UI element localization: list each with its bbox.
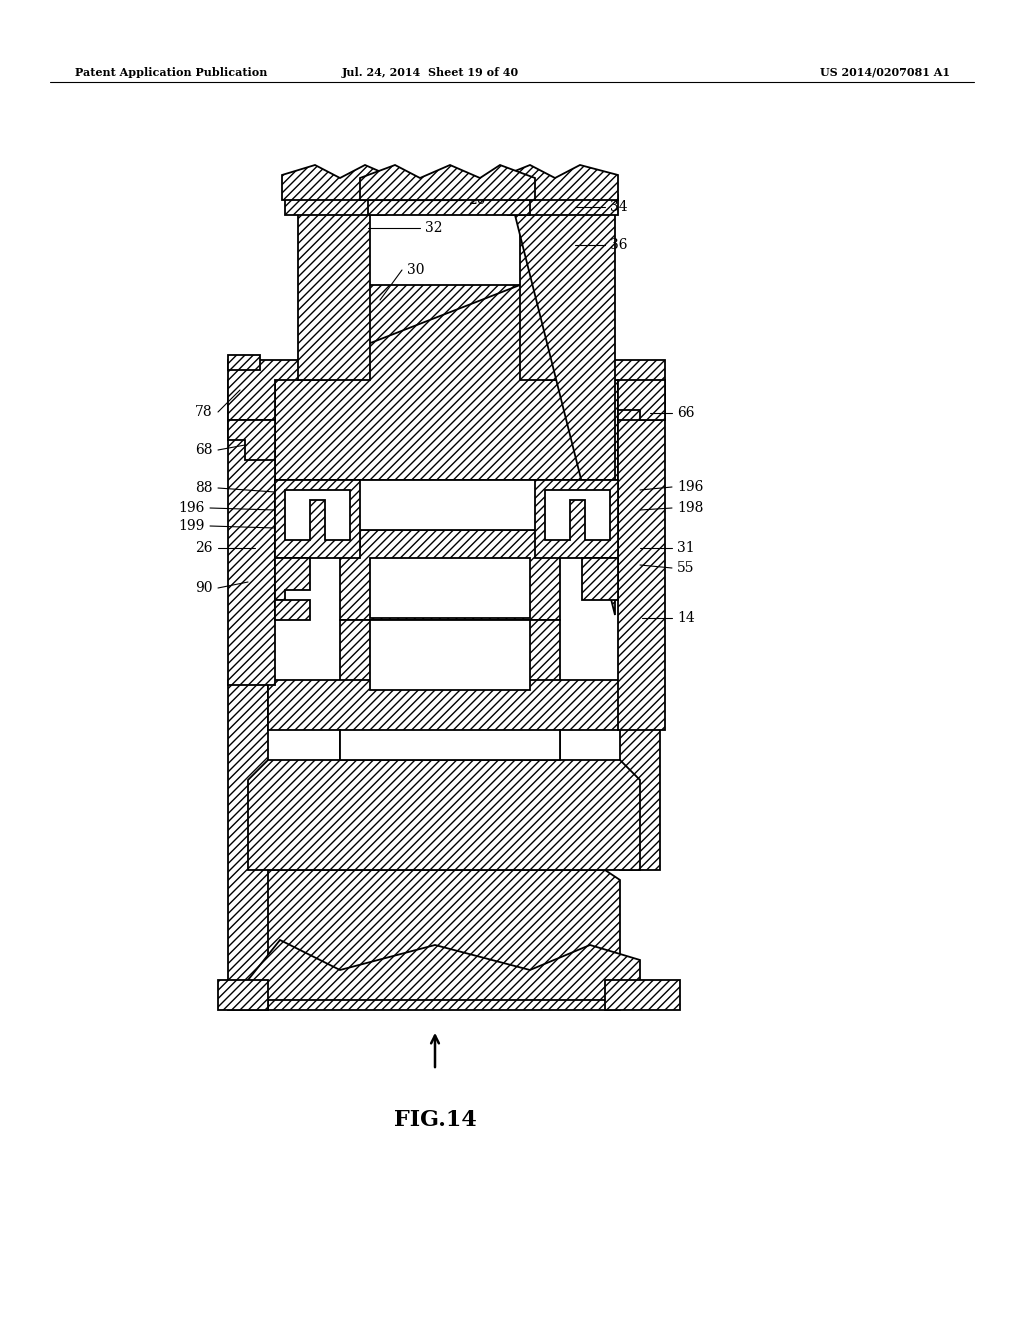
Polygon shape [275, 558, 310, 601]
Polygon shape [248, 870, 620, 1010]
Text: 88: 88 [196, 480, 213, 495]
Text: Patent Application Publication: Patent Application Publication [75, 66, 267, 78]
Text: 14: 14 [677, 611, 694, 624]
Polygon shape [340, 620, 560, 690]
Text: 78: 78 [196, 405, 213, 418]
Polygon shape [285, 490, 350, 540]
Polygon shape [275, 480, 618, 550]
Polygon shape [545, 490, 610, 540]
Text: 199: 199 [178, 519, 205, 533]
Polygon shape [228, 380, 275, 685]
Polygon shape [218, 979, 268, 1010]
Polygon shape [275, 285, 618, 480]
Polygon shape [275, 480, 360, 558]
Polygon shape [620, 719, 660, 870]
Text: FIG.14: FIG.14 [393, 1109, 476, 1131]
Text: 196: 196 [178, 502, 205, 515]
Polygon shape [228, 420, 275, 459]
Text: 68: 68 [196, 444, 213, 457]
Polygon shape [350, 285, 545, 380]
Polygon shape [360, 165, 535, 201]
Polygon shape [370, 558, 530, 618]
Text: 30: 30 [407, 263, 425, 277]
Text: 55: 55 [677, 561, 694, 576]
Text: 36: 36 [610, 238, 628, 252]
Polygon shape [605, 979, 680, 1010]
Polygon shape [510, 195, 615, 615]
Polygon shape [582, 558, 618, 601]
Text: 90: 90 [196, 581, 213, 595]
Text: 196: 196 [677, 480, 703, 494]
Polygon shape [285, 195, 385, 215]
Polygon shape [228, 360, 330, 420]
Polygon shape [248, 760, 640, 870]
Polygon shape [228, 680, 268, 1010]
Polygon shape [505, 165, 618, 201]
Text: 34: 34 [610, 201, 628, 214]
Polygon shape [268, 680, 620, 760]
Text: 32: 32 [425, 220, 442, 235]
Polygon shape [298, 210, 370, 380]
Text: Jul. 24, 2014  Sheet 19 of 40: Jul. 24, 2014 Sheet 19 of 40 [341, 66, 518, 78]
Text: 31: 31 [677, 541, 694, 554]
Text: 66: 66 [677, 407, 694, 420]
Polygon shape [535, 480, 618, 558]
Polygon shape [228, 355, 260, 370]
Polygon shape [340, 730, 560, 760]
Text: 198: 198 [677, 502, 703, 515]
Polygon shape [618, 380, 665, 420]
Polygon shape [618, 380, 665, 730]
Polygon shape [368, 198, 530, 215]
Polygon shape [248, 940, 640, 1001]
Text: 20: 20 [468, 193, 485, 207]
Polygon shape [508, 195, 618, 215]
Polygon shape [340, 531, 560, 620]
Polygon shape [282, 165, 388, 201]
Text: US 2014/0207081 A1: US 2014/0207081 A1 [820, 66, 950, 78]
Polygon shape [520, 210, 600, 380]
Polygon shape [370, 620, 530, 690]
Polygon shape [275, 601, 310, 620]
Text: 26: 26 [196, 541, 213, 554]
Polygon shape [560, 360, 665, 420]
